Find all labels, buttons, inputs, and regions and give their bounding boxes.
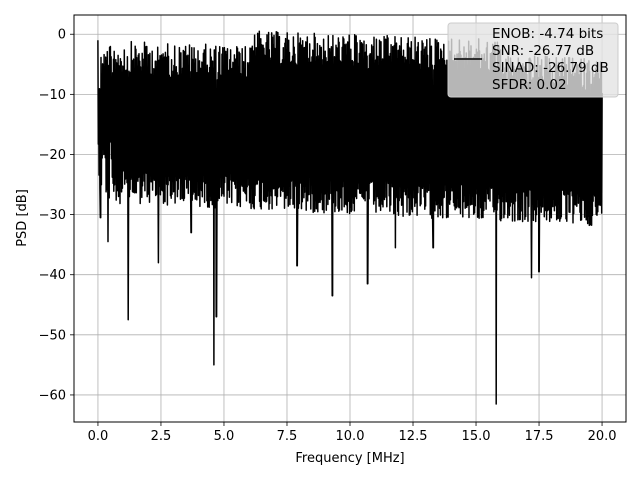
- y-tick-label: −30: [39, 208, 66, 223]
- y-tick-label: −40: [39, 268, 66, 283]
- psd-series-line: [97, 30, 603, 405]
- x-tick-label: 0.0: [88, 429, 109, 444]
- legend: ENOB: -4.74 bits SNR: -26.77 dB SINAD: -…: [447, 22, 619, 98]
- legend-snr: SNR: -26.77 dB: [492, 43, 594, 59]
- x-tick-label: 20.0: [588, 429, 617, 444]
- y-tick-label: −60: [39, 388, 66, 403]
- y-tick-label: −10: [39, 88, 66, 103]
- x-tick-label: 10.0: [336, 429, 365, 444]
- x-axis-label: Frequency [MHz]: [295, 451, 404, 466]
- y-axis-label: PSD [dB]: [15, 189, 30, 247]
- legend-sfdr: SFDR: 0.02: [492, 77, 567, 93]
- x-tick-label: 2.5: [151, 429, 172, 444]
- x-tick-label: 17.5: [525, 429, 554, 444]
- legend-sinad: SINAD: -26.79 dB: [492, 60, 609, 76]
- x-tick-label: 15.0: [462, 429, 491, 444]
- y-tick-label: 0: [58, 28, 66, 43]
- axes-frame: [73, 14, 627, 423]
- x-tick-label: 5.0: [214, 429, 235, 444]
- plot-area: [97, 30, 603, 405]
- legend-enob: ENOB: -4.74 bits: [492, 26, 603, 42]
- legend-box: [447, 22, 619, 98]
- y-tick-label: −50: [39, 328, 66, 343]
- axis-ticks: 0.0 2.5 5.0 7.5 10.0 12.5 15.0 17.5 20.0 0 −10 −20 −…: [39, 28, 617, 444]
- x-tick-label: 7.5: [277, 429, 298, 444]
- x-tick-label: 12.5: [399, 429, 428, 444]
- y-tick-label: −20: [39, 148, 66, 163]
